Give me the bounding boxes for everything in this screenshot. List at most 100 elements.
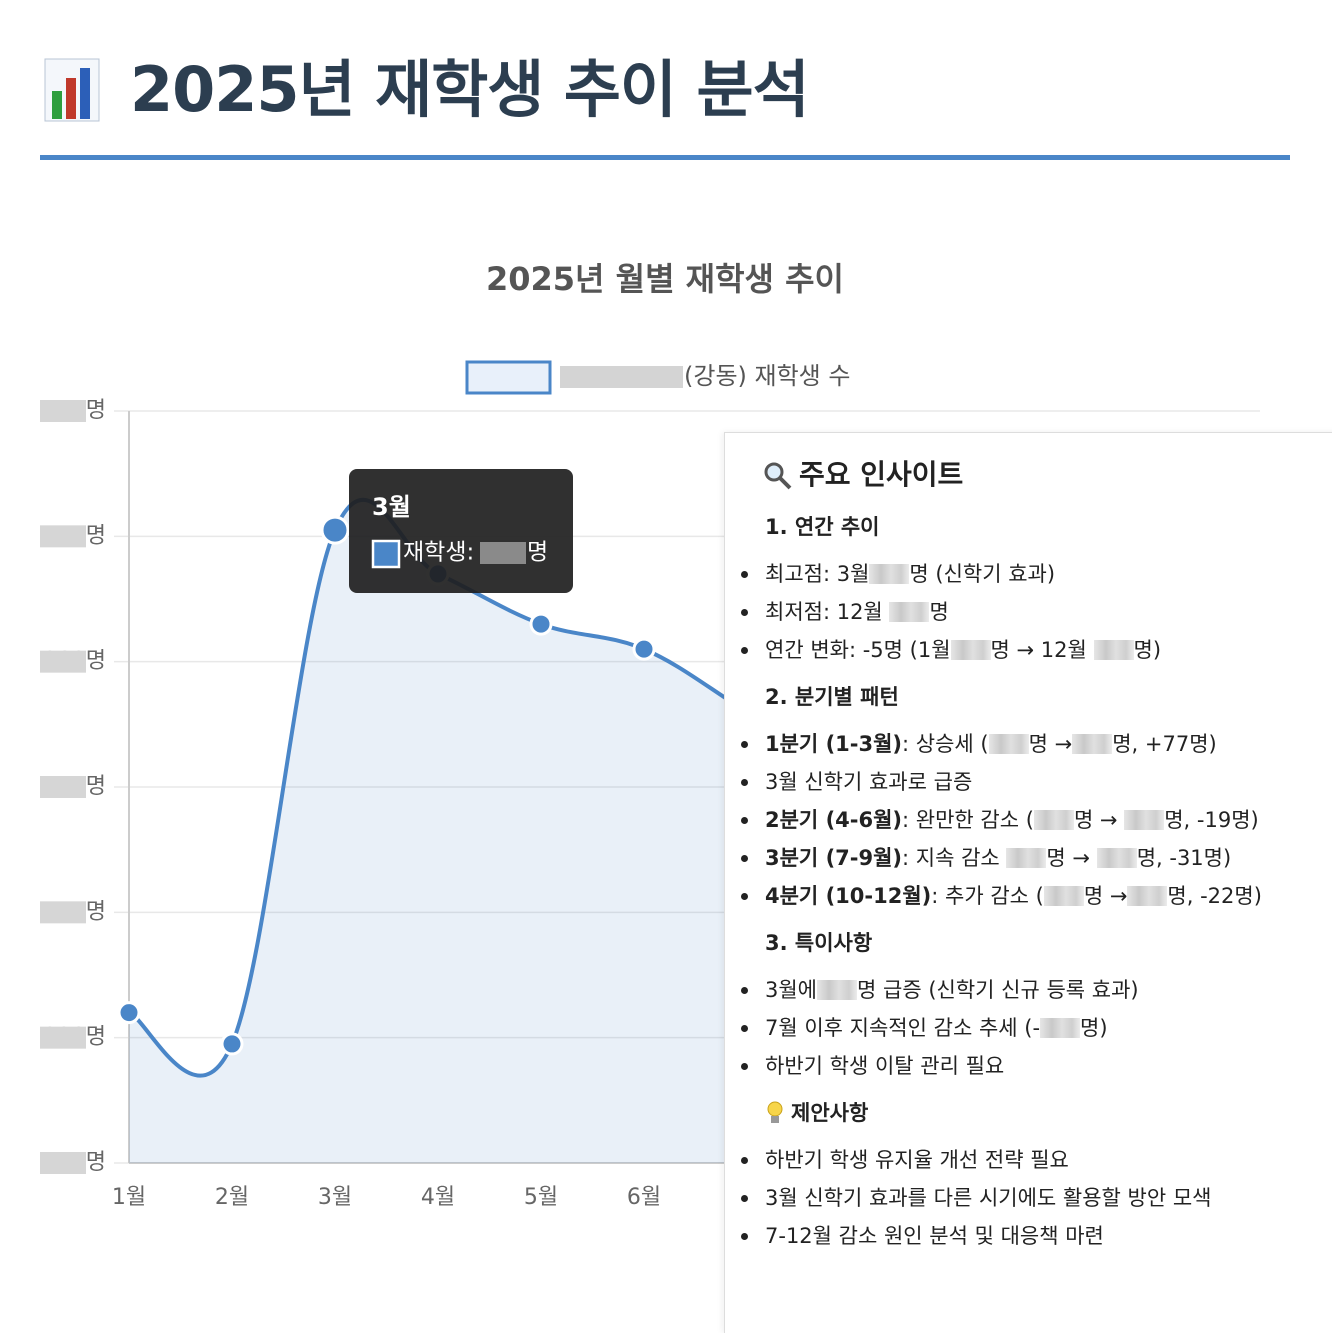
item-text: : 완만한 감소 (	[902, 808, 1034, 832]
item-text: 명, -19명)	[1164, 808, 1259, 832]
section-heading: 제안사항	[791, 1098, 868, 1128]
item-text: 3월에	[765, 978, 818, 1002]
redacted	[1072, 734, 1113, 754]
insight-item: 하반기 학생 이탈 관리 필요	[741, 1051, 1005, 1081]
item-text: 명 →	[1073, 808, 1125, 832]
item-text: 명, +77명)	[1112, 732, 1217, 756]
insight-item: 최고점: 3월 명 (신학기 효과)	[741, 559, 1056, 589]
insight-item: 3분기 (7-9월): 지속 감소 명 → 명, -31명)	[741, 843, 1232, 873]
bullet	[741, 1063, 748, 1070]
item-text: 연간 변화: -5명 (1월	[765, 638, 951, 662]
x-tick-label: 4월	[421, 1185, 455, 1210]
item-text: 명)	[1080, 1016, 1108, 1040]
tooltip-label: 명	[527, 540, 548, 566]
bullet	[741, 893, 748, 900]
insight-item: 2분기 (4-6월): 완만한 감소 (명 → 명, -19명)	[741, 805, 1259, 835]
redacted	[1006, 848, 1047, 868]
item-text: 명 → 12월	[990, 638, 1094, 662]
x-tick-label: 6월	[627, 1185, 661, 1210]
bullet	[741, 1157, 748, 1164]
item-text: 명 (신학기 효과)	[909, 562, 1056, 586]
heading-text: 3. 특이사항	[765, 931, 873, 955]
redacted	[1093, 640, 1134, 660]
insight-item: 7월 이후 지속적인 감소 추세 (- 명)	[741, 1013, 1108, 1043]
item-text: 하반기 학생 이탈 관리 필요	[765, 1054, 1005, 1078]
item-text: 최저점: 12월	[765, 600, 890, 624]
icon-bar	[52, 91, 62, 119]
item-text: 명 →	[1046, 846, 1097, 870]
redacted	[889, 602, 930, 622]
item-text: : 추가 감소 (	[931, 884, 1044, 908]
redacted	[1040, 1018, 1081, 1038]
item-text: 3월 신학기 효과를 다른 시기에도 활용할 방안 모색	[765, 1186, 1212, 1210]
bullet	[741, 741, 748, 748]
redacted	[817, 980, 858, 1000]
item-bold: 1분기 (1-3월)	[765, 732, 903, 756]
icon-bar	[66, 78, 76, 119]
redacted	[40, 1152, 86, 1174]
redacted	[988, 734, 1029, 754]
redacted	[40, 400, 86, 422]
item-text: : 지속 감소	[902, 846, 1007, 870]
legend-label[interactable]: (강동) 재학생 수	[684, 362, 850, 390]
redacted	[40, 650, 86, 673]
bullet	[741, 647, 748, 654]
x-tick-label: 3월	[318, 1185, 352, 1210]
heading-text: 제안사항	[791, 1101, 869, 1125]
page-title: 2025년 재학생 추이 분석	[130, 53, 810, 126]
data-point	[529, 612, 553, 636]
x-tick-label: 2월	[215, 1185, 249, 1210]
tooltip-label: 재학생:	[403, 540, 474, 566]
legend-swatch[interactable]	[465, 360, 552, 395]
redacted	[480, 542, 526, 564]
bullet	[741, 571, 748, 578]
item-text: 7-12월 감소 원인 분석 및 대응책 마련	[765, 1224, 1104, 1248]
redacted	[1127, 886, 1168, 906]
section-heading: 2. 분기별 패턴	[765, 682, 899, 712]
insight-item: 3월 신학기 효과를 다른 시기에도 활용할 방안 모색	[741, 1183, 1212, 1213]
insight-item: 4분기 (10-12월): 추가 감소 (명 → 명, -22명)	[741, 881, 1262, 911]
bullet	[741, 817, 748, 824]
section-heading: 1. 연간 추이	[765, 512, 880, 542]
bullet	[741, 855, 748, 862]
item-bold: 3분기 (7-9월)	[765, 846, 903, 870]
redacted	[1124, 810, 1165, 830]
insight-item: 연간 변화: -5명 (1월 명 → 12월 명)	[741, 635, 1161, 665]
redacted	[1096, 848, 1137, 868]
insight-item: 1분기 (1-3월): 상승세 (명 → 명, +77명)	[741, 729, 1217, 759]
redacted	[40, 776, 86, 798]
item-text: 명 →	[1028, 732, 1073, 756]
item-text: 명	[929, 600, 949, 624]
chart-title: 2025년 월별 재학생 추이	[486, 260, 844, 298]
bullet	[741, 1195, 748, 1202]
bullet	[741, 1025, 748, 1032]
data-point	[117, 1001, 141, 1025]
item-text: 하반기 학생 유지율 개선 전략 필요	[765, 1148, 1069, 1172]
redacted	[1033, 810, 1074, 830]
redacted	[869, 564, 910, 584]
bullet	[741, 609, 748, 616]
bullet	[741, 1233, 748, 1240]
bullet	[741, 779, 748, 786]
heading-text: 1. 연간 추이	[765, 515, 880, 539]
redacted	[40, 1026, 86, 1049]
search-icon	[764, 462, 792, 490]
x-tick-label: 5월	[524, 1185, 558, 1210]
insight-item: 3월에 명 급증 (신학기 신규 등록 효과)	[741, 975, 1139, 1005]
x-tick-label: 1월	[112, 1185, 146, 1210]
bulb-icon	[767, 1101, 783, 1123]
tooltip-title: 3월	[372, 493, 411, 521]
item-text: 최고점: 3월	[765, 562, 870, 586]
tooltip-box	[349, 469, 573, 593]
page: 2025년 재학생 추이 분석 2025년 월별 재학생 추이 (강동) 재학생…	[40, 53, 1332, 1333]
panel-title: 주요 인사이트	[799, 457, 963, 493]
title-rule	[40, 155, 1290, 160]
item-text: 명, -31명)	[1136, 846, 1232, 870]
tooltip-swatch	[371, 539, 401, 569]
insight-item: 최저점: 12월 명	[741, 597, 949, 627]
redacted	[40, 525, 86, 548]
data-point	[220, 1032, 244, 1056]
section-heading: 3. 특이사항	[765, 928, 872, 958]
icon-bar	[80, 68, 90, 119]
